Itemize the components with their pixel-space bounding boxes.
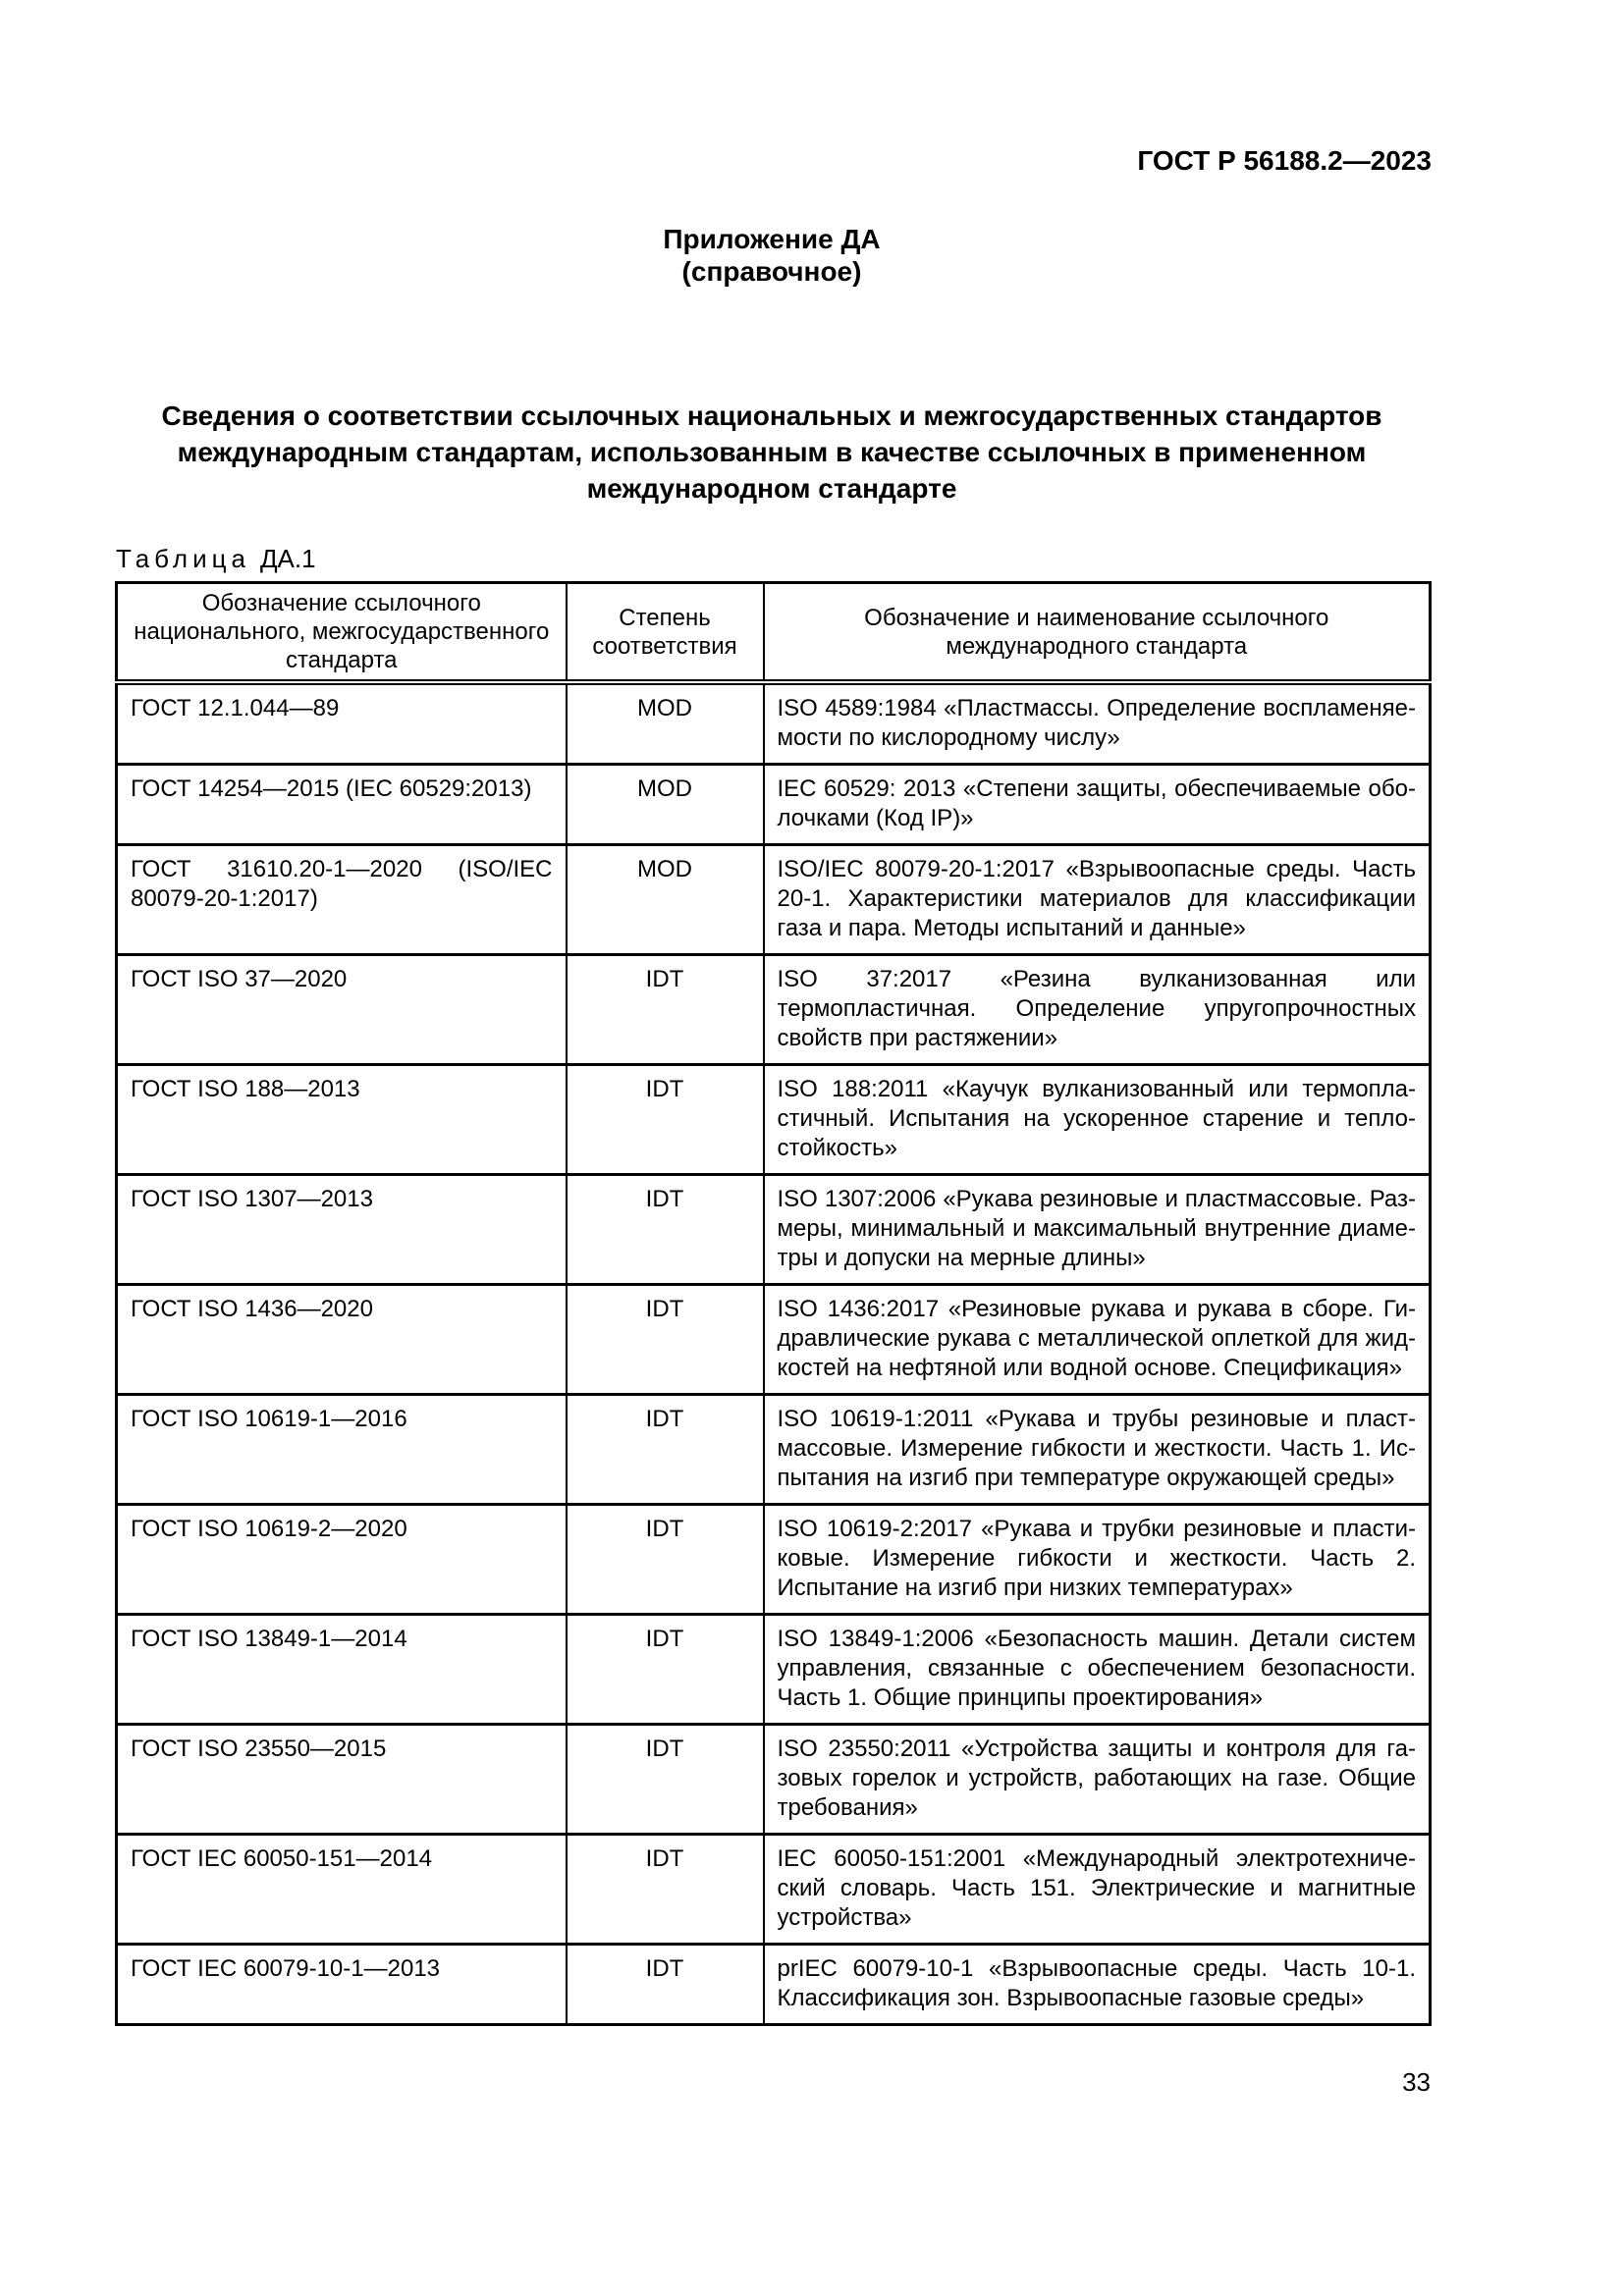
cell-national-standard: ГОСТ ISO 1307—2013 bbox=[115, 1173, 568, 1286]
cell-international-standard: ISO 188:2011 «Каучук вулканизованный или… bbox=[762, 1063, 1432, 1176]
cell-national-standard: ГОСТ IEC 60079-10-1—2013 bbox=[115, 1943, 568, 2026]
cell-national-standard: ГОСТ 12.1.044—89 bbox=[115, 680, 568, 766]
cell-degree-of-correspondence: IDT bbox=[565, 1063, 765, 1176]
table-row: ГОСТ 14254—2015 (IEC 60529:2013) MOD IEC… bbox=[115, 763, 1432, 846]
cell-international-standard: ISO 1307:2006 «Рукава резиновые и пластм… bbox=[762, 1173, 1432, 1286]
cell-national-standard: ГОСТ IEC 60050-151—2014 bbox=[115, 1833, 568, 1946]
table-row: ГОСТ ISO 23550—2015 IDT ISO 23550:2011 «… bbox=[115, 1723, 1432, 1836]
running-head: ГОСТ Р 56188.2—2023 bbox=[1137, 145, 1432, 176]
appendix-label: Приложение ДА bbox=[663, 224, 881, 254]
table-row: ГОСТ ISO 10619-2—2020 IDT ISO 10619-2:20… bbox=[115, 1503, 1432, 1616]
col-header-national-standard: Обозначение ссылочного национального, ме… bbox=[115, 581, 568, 685]
header-row: Обозначение ссылочного национального, ме… bbox=[115, 581, 1432, 685]
table-caption-label: Таблица bbox=[116, 544, 250, 573]
table-row: ГОСТ ISO 1436—2020 IDT ISO 1436:2017 «Ре… bbox=[115, 1283, 1432, 1396]
cell-international-standard: IEC 60529: 2013 «Степени защиты, обеспеч… bbox=[762, 763, 1432, 846]
cell-international-standard: ISO 37:2017 «Резина вулканизованная или … bbox=[762, 953, 1432, 1066]
cell-national-standard: ГОСТ 31610.20-1—2020 (ISO/​IEC 80079-20-… bbox=[115, 843, 568, 956]
cell-international-standard: ISO 4589:1984 «Пластмассы. Определение в… bbox=[762, 680, 1432, 766]
col-header-degree-of-correspondence: Степень соответствия bbox=[565, 581, 765, 685]
table-row: ГОСТ IEC 60050-151—2014 IDT IEC 60050-15… bbox=[115, 1833, 1432, 1946]
cell-national-standard: ГОСТ ISO 10619-1—2016 bbox=[115, 1393, 568, 1506]
standards-table: Обозначение ссылочного национального, ме… bbox=[115, 581, 1432, 2026]
table-row: ГОСТ 31610.20-1—2020 (ISO/​IEC 80079-20-… bbox=[115, 843, 1432, 956]
cell-degree-of-correspondence: IDT bbox=[565, 953, 765, 1066]
cell-international-standard: prIEC 60079-10-1 «Взрывоопасные среды. Ч… bbox=[762, 1943, 1432, 2026]
cell-national-standard: ГОСТ ISO 10619-2—2020 bbox=[115, 1503, 568, 1616]
cell-degree-of-correspondence: IDT bbox=[565, 1943, 765, 2026]
cell-degree-of-correspondence: IDT bbox=[565, 1283, 765, 1396]
cell-degree-of-correspondence: IDT bbox=[565, 1503, 765, 1616]
table-row: ГОСТ IEC 60079-10-1—2013 IDT prIEC 60079… bbox=[115, 1943, 1432, 2026]
cell-degree-of-correspondence: MOD bbox=[565, 843, 765, 956]
standards-table-body: ГОСТ 12.1.044—89 MOD ISO 4589:1984 «Плас… bbox=[115, 680, 1432, 2026]
cell-degree-of-correspondence: IDT bbox=[565, 1723, 765, 1836]
cell-degree-of-correspondence: IDT bbox=[565, 1173, 765, 1286]
cell-international-standard: ISO 13849-1:2006 «Безопасность машин. Де… bbox=[762, 1613, 1432, 1726]
cell-international-standard: ISO/IEC 80079-20-1:2017 «Взрывоопасные с… bbox=[762, 843, 1432, 956]
cell-international-standard: IEC 60050-151:2001 «Международный электр… bbox=[762, 1833, 1432, 1946]
cell-national-standard: ГОСТ ISO 188—2013 bbox=[115, 1063, 568, 1176]
standards-table-container: Обозначение ссылочного национального, ме… bbox=[115, 581, 1432, 2026]
appendix-heading: Приложение ДА (справочное) bbox=[115, 223, 1429, 288]
table-row: ГОСТ ISO 10619-1—2016 IDT ISO 10619-1:20… bbox=[115, 1393, 1432, 1506]
cell-degree-of-correspondence: IDT bbox=[565, 1393, 765, 1506]
cell-national-standard: ГОСТ ISO 13849-1—2014 bbox=[115, 1613, 568, 1726]
cell-international-standard: ISO 1436:2017 «Резиновые рукава и рукава… bbox=[762, 1283, 1432, 1396]
cell-degree-of-correspondence: MOD bbox=[565, 680, 765, 766]
table-row: ГОСТ ISO 188—2013 IDT ISO 188:2011 «Кауч… bbox=[115, 1063, 1432, 1176]
table-caption-number: ДА.1 bbox=[259, 544, 316, 573]
table-row: ГОСТ ISO 37—2020 IDT ISO 37:2017 «Резина… bbox=[115, 953, 1432, 1066]
cell-degree-of-correspondence: IDT bbox=[565, 1613, 765, 1726]
cell-international-standard: ISO 10619-2:2017 «Рукава и трубки резино… bbox=[762, 1503, 1432, 1616]
cell-national-standard: ГОСТ ISO 37—2020 bbox=[115, 953, 568, 1066]
document-title: Сведения о соответствии ссылочных национ… bbox=[161, 400, 1382, 504]
col-header-international-standard: Обозначение и наименование ссылочного ме… bbox=[762, 581, 1432, 685]
cell-international-standard: ISO 10619-1:2011 «Рукава и трубы резинов… bbox=[762, 1393, 1432, 1506]
table-row: ГОСТ ISO 13849-1—2014 IDT ISO 13849-1:20… bbox=[115, 1613, 1432, 1726]
table-caption: Таблица ДА.1 bbox=[116, 544, 316, 574]
page-number: 33 bbox=[1402, 2067, 1431, 2097]
cell-national-standard: ГОСТ 14254—2015 (IEC 60529:2013) bbox=[115, 763, 568, 846]
table-row: ГОСТ 12.1.044—89 MOD ISO 4589:1984 «Плас… bbox=[115, 680, 1432, 766]
cell-international-standard: ISO 23550:2011 «Устройства защиты и конт… bbox=[762, 1723, 1432, 1836]
standards-table-head: Обозначение ссылочного национального, ме… bbox=[115, 581, 1432, 685]
cell-national-standard: ГОСТ ISO 23550—2015 bbox=[115, 1723, 568, 1836]
cell-degree-of-correspondence: IDT bbox=[565, 1833, 765, 1946]
cell-national-standard: ГОСТ ISO 1436—2020 bbox=[115, 1283, 568, 1396]
table-row: ГОСТ ISO 1307—2013 IDT ISO 1307:2006 «Ру… bbox=[115, 1173, 1432, 1286]
appendix-type: (справочное) bbox=[681, 256, 862, 287]
cell-degree-of-correspondence: MOD bbox=[565, 763, 765, 846]
